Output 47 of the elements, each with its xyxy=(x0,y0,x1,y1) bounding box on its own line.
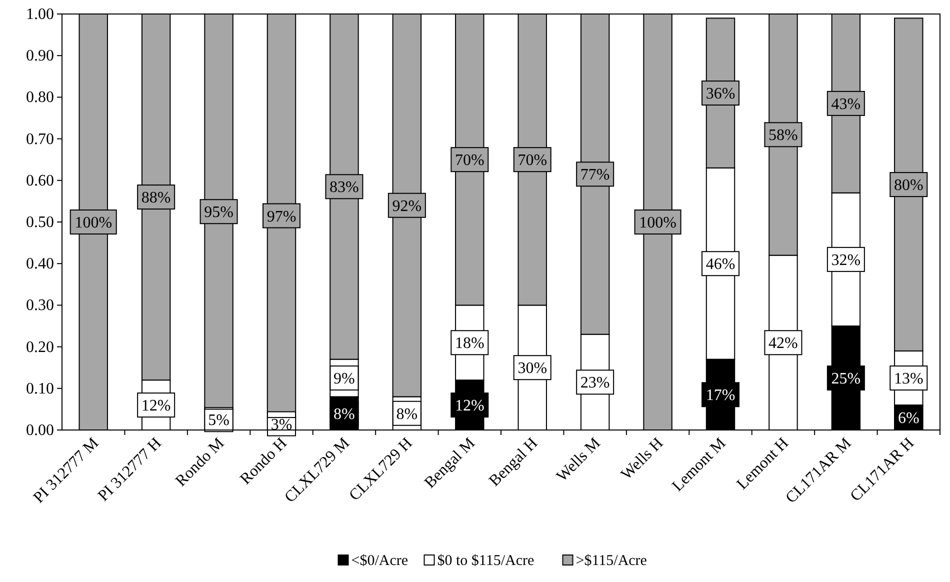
data-label: 83% xyxy=(330,179,359,196)
data-label: 12% xyxy=(454,398,484,415)
data-label: 88% xyxy=(141,190,171,207)
data-label: 32% xyxy=(831,252,861,269)
data-label: 36% xyxy=(706,86,736,103)
y-tick-label: 0.90 xyxy=(26,48,54,65)
data-label: 13% xyxy=(894,370,924,388)
y-tick-label: 0.80 xyxy=(26,89,54,106)
data-label: 18% xyxy=(454,335,484,352)
y-tick-label: 0.70 xyxy=(26,130,54,148)
data-label: 3% xyxy=(270,416,292,434)
legend-label: $0 to $115/Acre xyxy=(437,553,535,569)
data-label: 42% xyxy=(768,335,798,352)
data-label: 9% xyxy=(334,370,355,388)
data-label: 46% xyxy=(706,256,736,274)
data-label: 6% xyxy=(898,410,920,428)
data-label: 17% xyxy=(706,387,736,404)
x-tick-label: Wells H xyxy=(618,434,667,484)
y-tick-label: 0.00 xyxy=(26,422,54,439)
y-tick-label: 0.40 xyxy=(26,256,54,273)
data-label: 80% xyxy=(894,177,924,194)
data-label: 58% xyxy=(768,127,798,144)
x-tick-label: Wells M xyxy=(554,434,604,486)
legend-label: <$0/Acre xyxy=(351,553,408,569)
data-label: 100% xyxy=(74,214,112,232)
y-tick-label: 1.00 xyxy=(26,6,54,23)
data-label: 97% xyxy=(266,208,296,226)
data-label: 5% xyxy=(208,412,230,430)
y-tick-label: 0.20 xyxy=(26,338,54,356)
data-label: 8% xyxy=(334,406,355,423)
data-label: 12% xyxy=(141,398,171,415)
data-label: 95% xyxy=(204,204,234,222)
y-tick-label: 0.10 xyxy=(26,380,54,398)
data-label: 92% xyxy=(392,198,422,215)
legend-label: >$115/Acre xyxy=(576,553,648,569)
data-label: 43% xyxy=(831,96,861,113)
data-label: 25% xyxy=(831,370,861,388)
data-label: 77% xyxy=(580,166,610,184)
data-label: 23% xyxy=(580,374,610,392)
data-label: 70% xyxy=(454,152,484,170)
y-tick-label: 0.30 xyxy=(26,297,54,314)
data-label: 100% xyxy=(639,214,676,232)
data-label: 8% xyxy=(396,406,418,423)
data-label: 70% xyxy=(518,152,548,170)
y-tick-label: 0.50 xyxy=(26,214,54,231)
data-label: 30% xyxy=(518,360,548,378)
y-tick-label: 0.60 xyxy=(26,172,54,190)
